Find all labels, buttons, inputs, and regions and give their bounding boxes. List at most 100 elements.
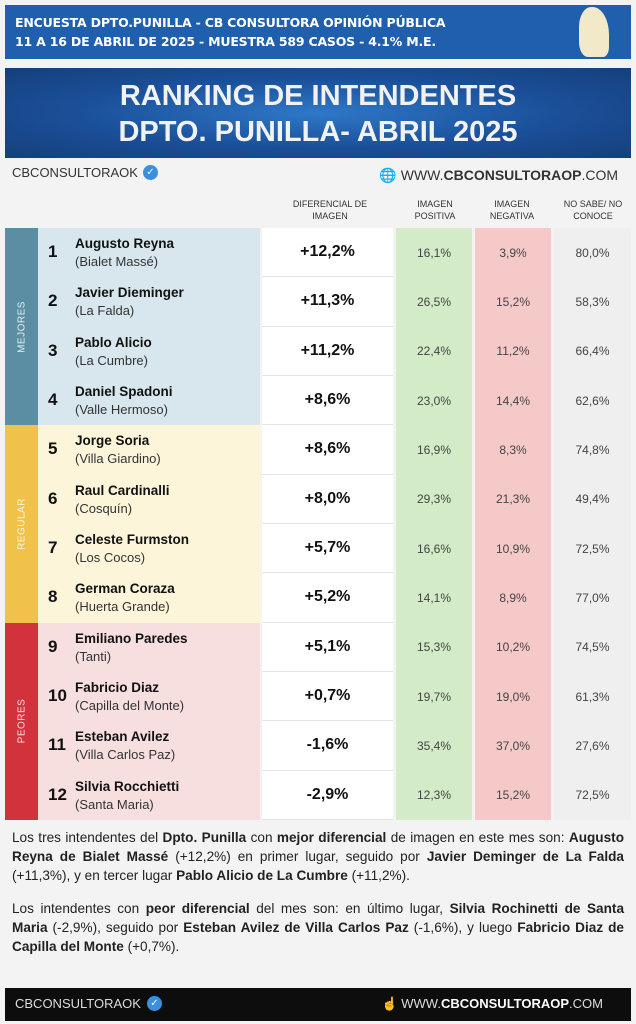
no-sabe-value: 74,8% — [554, 425, 631, 475]
summary-segment: (+0,7%). — [123, 939, 180, 954]
web-bold: CBCONSULTORAOP — [440, 996, 570, 1011]
name-cell: 7 Celeste Furmston (Los Cocos) — [38, 523, 260, 574]
group-label-strip: PEORES — [5, 622, 38, 820]
mayor-name: Augusto Reyna — [75, 236, 175, 251]
image-differential: -2,9% — [262, 770, 393, 820]
town-name: (Tanti) — [75, 648, 112, 664]
positive-image: 16,6% — [396, 523, 472, 574]
verified-icon: ✓ — [146, 996, 162, 1011]
rank-number: 2 — [48, 291, 58, 311]
negative-image: 21,3% — [475, 474, 551, 524]
brand-handle: CBCONSULTORAOK ✓ — [12, 165, 158, 180]
positive-image: 15,3% — [396, 622, 472, 672]
mayor-name: Emiliano Paredes — [75, 630, 188, 646]
table-row: 1 Augusto Reyna (Bialet Massé) +12,2% 16,1% 3… — [5, 228, 631, 278]
col-header-diff: DIFERENCIAL DE IMAGEN — [292, 199, 368, 221]
table-row: 6 Raul Cardinalli (Cosquín) +8,0% 29,3% 21,3%… — [5, 474, 631, 524]
table-row: 4 Daniel Spadoni (Valle Hermoso) +8,6% 23,0%… — [5, 375, 631, 426]
summary-segment: Los intendentes con — [12, 901, 146, 916]
town-name: (Villa Carlos Paz) — [75, 747, 176, 763]
no-sabe-value: 77,0% — [554, 573, 631, 623]
name-cell: 5 Jorge Soria (Villa Giardino) — [38, 425, 260, 475]
rank-number: 3 — [48, 340, 58, 360]
rank-number: 9 — [48, 636, 58, 656]
summary-highlight: Silvia Rochinetti de Santa Maria — [12, 901, 625, 935]
web-prefix: WWW. — [401, 996, 441, 1011]
image-differential: +12,2% — [262, 228, 393, 278]
image-differential: -1,6% — [262, 721, 393, 771]
table-row: 9 Emiliano Paredes (Tanti) +5,1% 15,3% 10,2% 7… — [5, 622, 631, 672]
town-name: (La Cumbre) — [75, 352, 148, 368]
title-line-1: RANKING DE INTENDENTES — [119, 80, 517, 112]
image-differential: +5,2% — [262, 573, 393, 623]
summary-highlight: Augusto Reyna de Bialet Massé — [12, 830, 624, 864]
summary-highlight: Fabricio Diaz de Capilla del Monte — [12, 920, 624, 954]
summary-worst: Los intendentes con peor diferencial del… — [12, 899, 624, 956]
mayor-name: Celeste Furmston — [75, 531, 190, 547]
footer-website[interactable]: ☝ WWW.CBCONSULTORAOP.COM — [381, 996, 603, 1012]
positive-image: 14,1% — [396, 573, 472, 623]
group-label-strip: REGULAR — [5, 425, 38, 623]
no-sabe-value: 72,5% — [554, 770, 631, 820]
brand-website[interactable]: 🌐 WWW.CBCONSULTORAOP.COM — [379, 167, 618, 184]
table-row: 11 Esteban Avilez (Villa Carlos Paz) -1,6% 3… — [5, 721, 631, 771]
positive-image: 16,9% — [396, 425, 472, 475]
mayor-name: Esteban Avilez — [75, 729, 170, 745]
no-sabe-value: 61,3% — [554, 671, 631, 722]
summary-text: Los tres intendentes del Dpto. Punilla c… — [12, 828, 624, 970]
negative-image: 10,2% — [475, 622, 551, 672]
mayor-name: Daniel Spadoni — [75, 383, 173, 399]
web-prefix: WWW. — [400, 167, 444, 183]
town-name: (Santa Maria) — [75, 796, 154, 812]
negative-image: 19,0% — [475, 671, 551, 722]
positive-image: 26,5% — [396, 277, 472, 327]
image-differential: +0,7% — [262, 671, 393, 722]
handle-text: CBCONSULTORAOK — [12, 165, 138, 180]
summary-segment: (+12,2%) en primer lugar, seguido por — [168, 849, 427, 864]
mayor-name: Jorge Soria — [75, 433, 150, 449]
name-cell: 12 Silvia Rocchietti (Santa Maria) — [38, 770, 260, 820]
name-cell: 4 Daniel Spadoni (Valle Hermoso) — [38, 375, 260, 426]
survey-details: 11 A 16 DE ABRIL DE 2025 - MUESTRA 589 C… — [15, 34, 436, 49]
summary-highlight: Esteban Avilez de Villa Carlos Paz — [183, 920, 409, 935]
positive-image: 23,0% — [396, 375, 472, 426]
web-bold: CBCONSULTORAOP — [443, 167, 582, 183]
province-map-icon — [579, 7, 609, 57]
negative-image: 11,2% — [475, 326, 551, 376]
table-row: 10 Fabricio Diaz (Capilla del Monte) +0,7% 1… — [5, 671, 631, 722]
mayor-name: Raul Cardinalli — [75, 482, 170, 498]
image-differential: +11,3% — [262, 277, 393, 327]
ranking-table: MEJORES 1 Augusto Reyna (Bialet Massé) +12,2… — [5, 228, 631, 820]
image-differential: +5,7% — [262, 523, 393, 574]
rank-number: 5 — [48, 439, 58, 459]
rank-number: 12 — [48, 784, 67, 804]
rank-number: 11 — [48, 735, 66, 755]
positive-image: 29,3% — [396, 474, 472, 524]
web-suffix: .COM — [569, 996, 603, 1011]
town-name: (Valle Hermoso) — [75, 401, 168, 417]
no-sabe-value: 74,5% — [554, 622, 631, 672]
negative-image: 10,9% — [475, 523, 551, 574]
table-row: 12 Silvia Rocchietti (Santa Maria) -2,9% 12,… — [5, 770, 631, 820]
name-cell: 10 Fabricio Diaz (Capilla del Monte) — [38, 671, 260, 722]
positive-image: 22,4% — [396, 326, 472, 376]
summary-segment: de imagen en este mes son: — [386, 830, 569, 845]
negative-image: 37,0% — [475, 721, 551, 771]
town-name: (Capilla del Monte) — [75, 697, 185, 713]
footer: CBCONSULTORAOK ✓ ☝ WWW.CBCONSULTORAOP.COM — [5, 988, 631, 1021]
negative-image: 3,9% — [475, 228, 551, 278]
no-sabe-value: 72,5% — [554, 523, 631, 574]
name-cell: 3 Pablo Alicio (La Cumbre) — [38, 326, 260, 376]
table-row: 7 Celeste Furmston (Los Cocos) +5,7% 16,6% 10… — [5, 523, 631, 574]
rank-number: 7 — [48, 537, 58, 557]
town-name: (Huerta Grande) — [75, 599, 170, 615]
pointer-hand-icon: ☝ — [381, 996, 398, 1011]
positive-image: 19,7% — [396, 671, 472, 722]
negative-image: 15,2% — [475, 277, 551, 327]
globe-icon: 🌐 — [379, 167, 397, 183]
town-name: (Cosquín) — [75, 500, 133, 516]
page-title: RANKING DE INTENDENTES DPTO. PUNILLA- AB… — [5, 68, 631, 158]
positive-image: 16,1% — [396, 228, 472, 278]
rank-number: 1 — [48, 242, 58, 261]
mayor-name: German Coraza — [75, 581, 175, 597]
